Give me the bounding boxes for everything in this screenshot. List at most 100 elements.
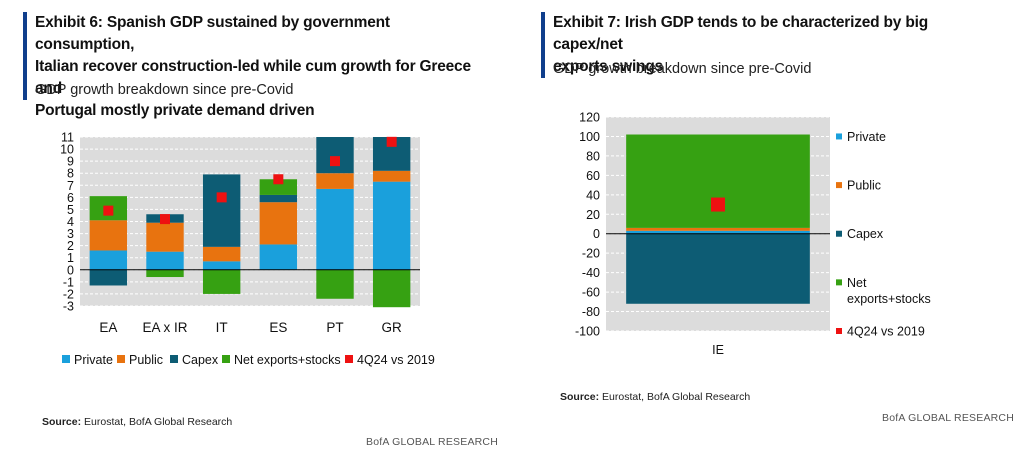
y-tick-label: 9 [67, 155, 74, 169]
marker-ie [711, 197, 725, 212]
y-tick-label: 5 [67, 203, 74, 217]
exhibit-7-title: Exhibit 7: Irish GDP tends to be charact… [553, 12, 1001, 78]
title-accent-bar [541, 12, 545, 78]
legend-label: Public [129, 353, 163, 367]
legend-swatch [117, 355, 125, 363]
title-line: Portugal mostly private demand driven [35, 102, 315, 119]
legend-swatch [836, 328, 842, 334]
exhibit-7: Exhibit 7: Irish GDP tends to be charact… [541, 12, 1001, 87]
x-category-label: PT [326, 320, 343, 335]
legend-swatch [836, 133, 842, 140]
x-category-label: EA [99, 320, 117, 335]
bar-private-pt [316, 188, 354, 270]
y-tick-label: -3 [63, 300, 74, 314]
y-tick-label: 0 [593, 227, 600, 241]
bar-public-ea [89, 220, 128, 251]
marker-it [216, 192, 227, 203]
bar-net-exports-stocks-es [259, 179, 298, 195]
bar-net-exports-stocks-ea-x-ir [146, 269, 184, 278]
y-tick-label: 6 [67, 191, 74, 205]
y-tick-label: 10 [60, 143, 74, 157]
legend-label: Net exports+stocks [847, 276, 931, 306]
exhibit-6-subtitle: GDP growth breakdown since pre-Covid [35, 82, 294, 98]
bar-private-gr [372, 181, 411, 270]
bar-net-exports-stocks-gr [372, 269, 411, 308]
legend-swatch [836, 182, 842, 189]
x-category-label: IE [712, 343, 724, 357]
legend-label: Public [847, 179, 881, 193]
y-tick-label: 0 [67, 263, 74, 277]
marker-gr [386, 136, 397, 147]
bar-capex-ea [89, 269, 128, 286]
bar-net-exports-stocks-ie [626, 134, 810, 228]
bar-net-exports-stocks-it [202, 269, 241, 294]
brand-label-right: BofA GLOBAL RESEARCH [882, 412, 1014, 424]
title-accent-bar [23, 12, 27, 100]
source-text: Eurostat, BofA Global Research [84, 416, 233, 428]
y-tick-label: 4 [67, 215, 74, 229]
bar-private-ea-x-ir [146, 251, 184, 270]
y-tick-label: 40 [586, 188, 600, 202]
legend-swatch [170, 355, 178, 363]
bar-public-ie [626, 227, 810, 231]
source-note-right: Source: Eurostat, BofA Global Research [560, 391, 750, 403]
source-text: Eurostat, BofA Global Research [602, 391, 751, 403]
x-category-label: EA x IR [142, 320, 187, 335]
x-category-label: ES [269, 320, 287, 335]
chart-gdp-breakdown-ireland: -100 -80 -60 -40 -20 0 20 40 60 80 100 120 IE Private… [575, 111, 931, 358]
bar-public-es [259, 202, 298, 245]
legend-swatch [836, 279, 842, 286]
bar-private-es [259, 244, 298, 270]
bar-public-gr [372, 170, 411, 182]
legend-label: Private [847, 130, 886, 144]
exhibit-6: Exhibit 6: Spanish GDP sustained by gove… [23, 12, 493, 119]
y-tick-label: -2 [63, 287, 74, 301]
source-label: Source: [42, 416, 82, 428]
y-tick-label: 20 [586, 208, 600, 222]
marker-pt [330, 156, 340, 167]
title-line: exports swings [553, 58, 664, 75]
bar-public-it [202, 246, 241, 262]
y-tick-label: -40 [582, 266, 600, 280]
bar-private-ea [89, 250, 128, 270]
x-category-label: GR [382, 320, 403, 335]
y-tick-label: -100 [575, 325, 600, 339]
legend-label: 4Q24 vs 2019 [357, 353, 435, 367]
legend-label: Capex [847, 227, 884, 241]
legend-swatch [222, 355, 230, 363]
legend-label: Capex [182, 353, 219, 367]
bar-capex-ie [626, 233, 810, 304]
marker-ea [103, 205, 114, 216]
source-note-left: Source: Eurostat, BofA Global Research [42, 416, 232, 428]
y-tick-label: 3 [67, 227, 74, 241]
source-label: Source: [560, 391, 600, 403]
legend-swatch [345, 355, 353, 363]
legend-label: Net exports+stocks [234, 353, 341, 367]
x-category-label: IT [216, 320, 228, 335]
bar-public-ea-x-ir [146, 222, 184, 252]
exhibit-7-subtitle: GDP growth breakdown since pre-Covid [553, 61, 812, 77]
title-line: Italian recover construction-led while c… [35, 58, 471, 97]
y-tick-label: 80 [586, 149, 600, 163]
exhibit-6-title: Exhibit 6: Spanish GDP sustained by gove… [35, 12, 493, 122]
y-tick-label: -60 [582, 286, 600, 300]
y-tick-label: 60 [586, 169, 600, 183]
legend-swatch [62, 355, 70, 363]
bar-capex-it [202, 174, 241, 247]
y-tick-label: 2 [67, 239, 74, 253]
legend-label: Private [74, 353, 113, 367]
y-tick-label: 1 [67, 251, 74, 265]
title-line: Exhibit 6: Spanish GDP sustained by gove… [35, 14, 390, 53]
legend-label: 4Q24 vs 2019 [847, 325, 925, 339]
legend-swatch [836, 230, 842, 237]
marker-es [273, 174, 284, 185]
y-tick-label: 120 [579, 111, 600, 125]
title-line: Exhibit 7: Irish GDP tends to be charact… [553, 14, 928, 53]
y-tick-label: -1 [63, 275, 74, 289]
bar-net-exports-stocks-pt [316, 269, 354, 299]
bar-public-pt [316, 173, 354, 189]
y-tick-label: 11 [61, 131, 74, 145]
bar-private-ie [626, 230, 810, 234]
marker-ea-x-ir [160, 214, 170, 225]
